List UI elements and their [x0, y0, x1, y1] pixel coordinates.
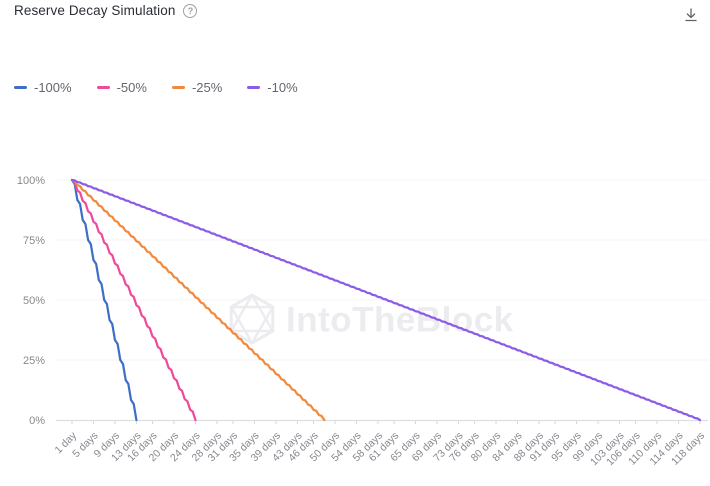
- y-tick-label: 25%: [23, 355, 45, 367]
- watermark-logo-line: [230, 294, 254, 332]
- y-tick-label: 0%: [29, 415, 45, 427]
- watermark-logo-line: [250, 306, 274, 344]
- y-tick-label: 50%: [23, 295, 45, 307]
- series-line-25: [70, 178, 326, 422]
- legend-label: -10%: [267, 80, 298, 95]
- y-tick-label: 75%: [23, 235, 45, 247]
- legend-label: -100%: [34, 80, 72, 95]
- legend-label: -25%: [191, 80, 223, 95]
- series-line-10: [70, 178, 702, 422]
- help-icon[interactable]: ?: [183, 3, 198, 18]
- legend-dash-icon: [96, 86, 110, 89]
- watermark-text: IntoTheBlock: [286, 301, 514, 340]
- y-tick-label: 100%: [17, 175, 45, 187]
- legend-item-100[interactable]: -100%: [14, 80, 72, 95]
- watermark-logo-line: [230, 306, 254, 344]
- download-button[interactable]: [680, 4, 702, 26]
- chart-legend: -100% -50% -25% -10%: [14, 80, 298, 95]
- legend-item-10[interactable]: -10%: [247, 80, 298, 95]
- legend-dash-icon: [247, 86, 261, 89]
- legend-item-25[interactable]: -25%: [171, 80, 223, 95]
- download-icon: [685, 8, 697, 22]
- page-title: Reserve Decay Simulation: [14, 3, 176, 18]
- legend-item-50[interactable]: -50%: [96, 80, 147, 95]
- legend-dash-icon: [14, 86, 27, 89]
- chart-header: Reserve Decay Simulation ?: [14, 3, 198, 18]
- series-line-50: [70, 178, 197, 422]
- legend-label: -50%: [116, 80, 147, 95]
- legend-dash-icon: [171, 86, 185, 89]
- watermark-logo-line: [250, 294, 274, 332]
- series-line-100: [70, 178, 138, 422]
